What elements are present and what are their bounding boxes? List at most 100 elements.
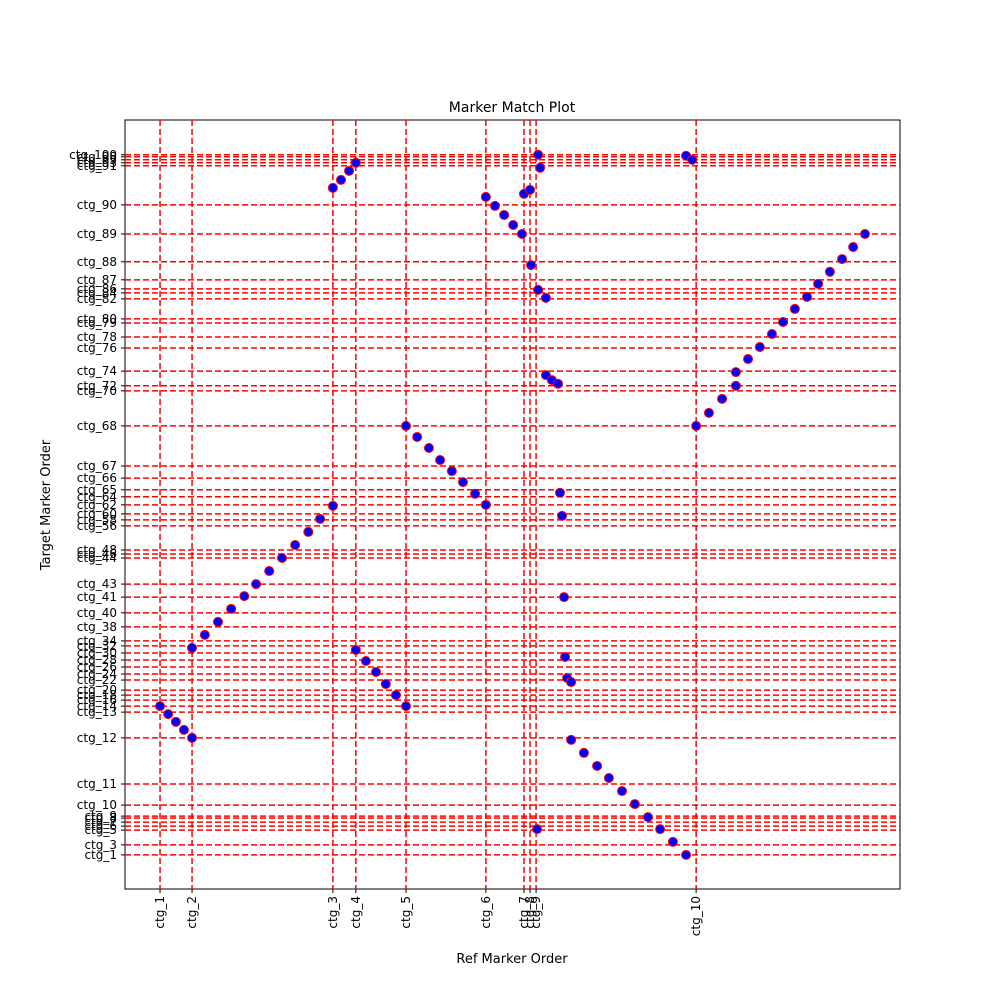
point xyxy=(754,342,765,353)
point xyxy=(802,291,812,302)
point xyxy=(617,786,628,797)
y-tick-label: ctg_12 xyxy=(77,731,117,745)
point xyxy=(540,292,551,303)
point xyxy=(667,836,678,847)
x-tick-label: ctg_2 xyxy=(185,896,199,929)
y-tick-label: ctg_18 xyxy=(77,688,117,702)
point xyxy=(489,200,500,211)
y-tick-label: ctg_46 xyxy=(77,547,117,561)
y-tick-label: ctg_5 xyxy=(84,823,117,837)
point xyxy=(566,677,577,688)
y-tick-label: ctg_9 xyxy=(84,809,117,823)
x-tick-label: ctg_5 xyxy=(399,896,413,929)
point xyxy=(155,701,166,712)
point xyxy=(470,488,481,499)
point xyxy=(560,651,571,662)
y-tick-label: ctg_88 xyxy=(77,255,117,269)
y-tick-label: ctg_40 xyxy=(77,606,117,620)
point xyxy=(457,477,468,488)
point xyxy=(371,667,382,678)
y-tick-label: ctg_89 xyxy=(77,227,117,241)
point xyxy=(327,182,338,193)
point xyxy=(778,316,789,327)
point xyxy=(187,732,198,743)
x-tick-label: ctg_8 xyxy=(523,896,537,929)
y-tick-label: ctg_14 xyxy=(77,699,117,713)
point xyxy=(533,149,544,160)
point xyxy=(401,420,412,431)
point xyxy=(655,824,666,835)
point xyxy=(344,165,355,176)
y-tick-label: ctg_76 xyxy=(77,341,117,355)
x-tick-label: ctg_3 xyxy=(326,896,340,929)
point xyxy=(813,278,824,289)
y-tick-label: ctg_20 xyxy=(77,683,117,697)
y-tick-label: ctg_79 xyxy=(77,316,117,330)
y-tick-label: ctg_24 xyxy=(77,667,117,681)
y-axis-label: Target Marker Order xyxy=(39,439,54,571)
point xyxy=(533,284,544,295)
point xyxy=(681,849,692,860)
point xyxy=(480,499,491,510)
point xyxy=(480,191,491,202)
point xyxy=(446,466,457,477)
y-tick-label: ctg_44 xyxy=(77,551,117,565)
y-tick-label: ctg_91 xyxy=(77,159,117,173)
y-tick-label: ctg_58 xyxy=(77,513,117,527)
y-tick-label: ctg_43 xyxy=(77,577,117,591)
point xyxy=(435,455,446,466)
y-tick-label: ctg_84 xyxy=(77,286,117,300)
point xyxy=(401,701,412,712)
point xyxy=(592,760,603,771)
point xyxy=(555,487,566,498)
point xyxy=(163,709,174,720)
point xyxy=(717,393,728,404)
point xyxy=(525,184,536,195)
y-tick-label: ctg_78 xyxy=(77,330,117,344)
y-tick-label: ctg_70 xyxy=(77,384,117,398)
point xyxy=(303,526,314,537)
point xyxy=(824,266,835,277)
y-tick-label: ctg_66 xyxy=(77,471,117,485)
point xyxy=(848,242,859,253)
point xyxy=(335,174,346,185)
point xyxy=(730,367,741,378)
point xyxy=(557,510,568,521)
point xyxy=(251,579,262,590)
point xyxy=(264,566,275,577)
point xyxy=(766,328,777,339)
point xyxy=(837,254,848,265)
point xyxy=(277,552,288,563)
point xyxy=(559,592,570,603)
y-tick-label: ctg_11 xyxy=(77,777,117,791)
point xyxy=(350,644,361,655)
y-tick-label: ctg_82 xyxy=(77,292,117,306)
y-tick-label: ctg_95 xyxy=(77,153,117,167)
point xyxy=(642,812,653,823)
point xyxy=(743,354,754,365)
y-tick-label: ctg_87 xyxy=(77,273,117,287)
point xyxy=(226,603,237,614)
y-tick-label: ctg_98 xyxy=(77,150,117,164)
y-tick-label: ctg_72 xyxy=(77,379,117,393)
point xyxy=(629,799,640,810)
y-tick-label: ctg_26 xyxy=(77,660,117,674)
point xyxy=(789,303,800,314)
point xyxy=(703,407,714,418)
y-tick-label: ctg_67 xyxy=(77,459,117,473)
point xyxy=(213,616,223,627)
point xyxy=(508,219,519,230)
point xyxy=(687,154,698,165)
point xyxy=(350,157,361,168)
point xyxy=(516,229,527,240)
point xyxy=(535,162,546,173)
point xyxy=(499,209,510,220)
point xyxy=(412,431,423,442)
point xyxy=(390,690,401,701)
y-tick-label: ctg_62 xyxy=(77,498,117,512)
y-tick-label: ctg_6 xyxy=(84,819,117,833)
y-tick-label: ctg_1 xyxy=(84,848,117,862)
x-tick-label: ctg_6 xyxy=(479,896,493,929)
point xyxy=(327,500,338,511)
